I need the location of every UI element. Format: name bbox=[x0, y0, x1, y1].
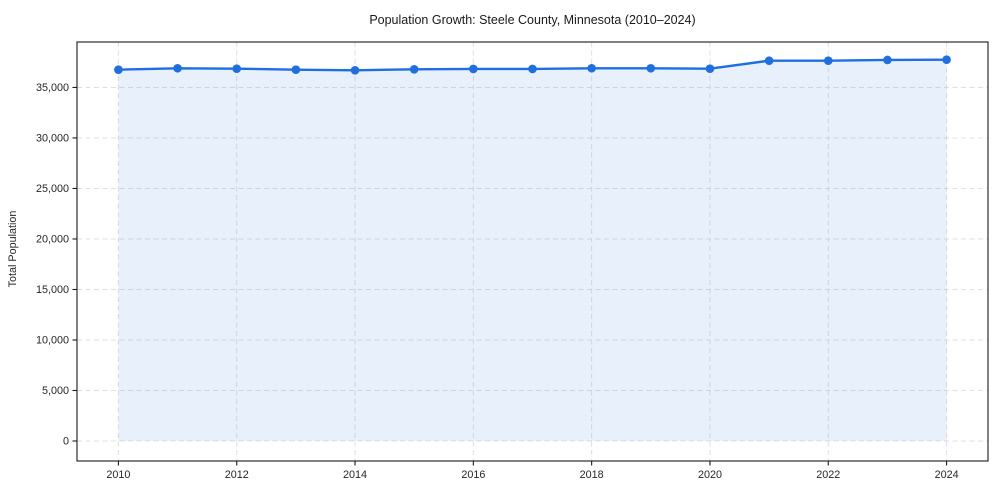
data-point bbox=[883, 55, 892, 65]
x-tick-label: 2022 bbox=[816, 469, 840, 481]
data-point bbox=[469, 64, 478, 74]
data-point bbox=[587, 63, 596, 73]
data-point bbox=[409, 64, 419, 74]
axis-spines bbox=[76, 41, 989, 462]
data-points bbox=[114, 55, 951, 75]
data-point bbox=[942, 55, 951, 64]
chart-title: Population Growth: Steele County, Minnes… bbox=[369, 13, 696, 27]
x-tick-label: 2024 bbox=[935, 469, 959, 481]
y-axis-label: Total Population bbox=[7, 210, 19, 288]
y-tick-label: 20,000 bbox=[36, 234, 69, 246]
y-tick-label: 35,000 bbox=[36, 82, 69, 94]
x-tick-label: 2012 bbox=[225, 469, 249, 481]
data-point bbox=[350, 65, 360, 75]
data-point bbox=[291, 65, 301, 74]
data-point bbox=[764, 56, 774, 65]
grid-lines bbox=[77, 42, 988, 461]
data-point bbox=[705, 64, 715, 73]
y-tick-label: 25,000 bbox=[36, 183, 69, 195]
y-tick-label: 0 bbox=[63, 436, 69, 448]
data-point bbox=[823, 56, 833, 65]
data-point bbox=[528, 64, 537, 74]
tick-marks bbox=[72, 86, 948, 466]
x-tick-label: 2018 bbox=[580, 469, 604, 481]
x-tick-label: 2016 bbox=[461, 469, 485, 481]
data-point bbox=[232, 64, 242, 73]
x-tick-label: 2010 bbox=[106, 469, 130, 481]
data-point bbox=[173, 63, 182, 73]
y-tick-label: 5,000 bbox=[42, 385, 69, 397]
tick-labels: 2010 2012 2014 2016 2018 2020 2022 2024 0 5,000 10… bbox=[36, 82, 959, 481]
x-tick-label: 2014 bbox=[343, 469, 367, 481]
y-tick-label: 15,000 bbox=[36, 284, 69, 296]
y-tick-label: 10,000 bbox=[36, 335, 69, 347]
data-point bbox=[646, 63, 656, 73]
y-tick-label: 30,000 bbox=[36, 133, 69, 145]
data-point bbox=[114, 65, 123, 74]
area-fill bbox=[118, 59, 947, 441]
x-tick-label: 2020 bbox=[698, 469, 722, 481]
